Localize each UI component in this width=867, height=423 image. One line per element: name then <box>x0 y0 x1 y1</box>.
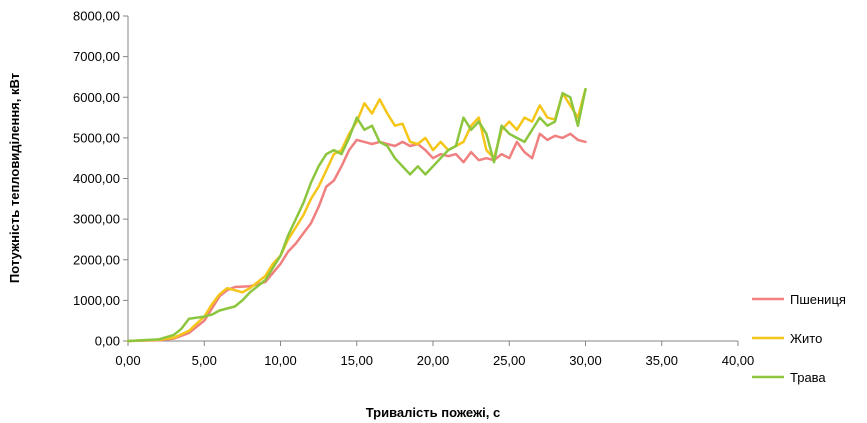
y-tick-label: 4000,00 <box>73 171 120 186</box>
legend-label: Пшениця <box>790 292 846 307</box>
series-lines <box>126 87 587 343</box>
y-tick-label: 2000,00 <box>73 252 120 267</box>
y-tick-label: 0,00 <box>95 334 120 349</box>
x-axis-title: Тривалість пожежі, с <box>366 405 501 420</box>
x-axis-ticks: 0,00 5,00 10,00 15,00 20,00 25,00 30,00 35,00 40… <box>115 341 754 368</box>
y-tick-label: 6000,00 <box>73 90 120 105</box>
legend-label: Трава <box>790 370 826 385</box>
legend: Пшениця Жито Трава <box>752 292 846 385</box>
x-tick-label: 5,00 <box>192 353 217 368</box>
series-line-2 <box>126 87 587 343</box>
x-tick-label: 20,00 <box>417 353 450 368</box>
series-line-3 <box>126 87 587 343</box>
x-tick-label: 10,00 <box>264 353 297 368</box>
plot-area: 0,00 1000,00 2000,00 3000,00 4000,00 5000,00 6… <box>73 9 754 369</box>
y-tick-label: 1000,00 <box>73 293 120 308</box>
x-tick-label: 25,00 <box>493 353 526 368</box>
legend-label: Жито <box>790 331 822 346</box>
y-tick-label: 5000,00 <box>73 130 120 145</box>
series-line-1 <box>126 132 587 343</box>
y-tick-label: 7000,00 <box>73 49 120 64</box>
y-tick-label: 8000,00 <box>73 9 120 24</box>
x-tick-label: 30,00 <box>569 353 602 368</box>
y-tick-label: 3000,00 <box>73 212 120 227</box>
x-tick-label: 0,00 <box>115 353 140 368</box>
x-tick-label: 35,00 <box>645 353 678 368</box>
y-axis-ticks: 0,00 1000,00 2000,00 3000,00 4000,00 5000,00 6… <box>73 9 128 349</box>
x-tick-label: 15,00 <box>340 353 373 368</box>
x-tick-label: 40,00 <box>722 353 755 368</box>
y-axis-title: Потужність тепловиділення, кВт <box>7 73 22 283</box>
